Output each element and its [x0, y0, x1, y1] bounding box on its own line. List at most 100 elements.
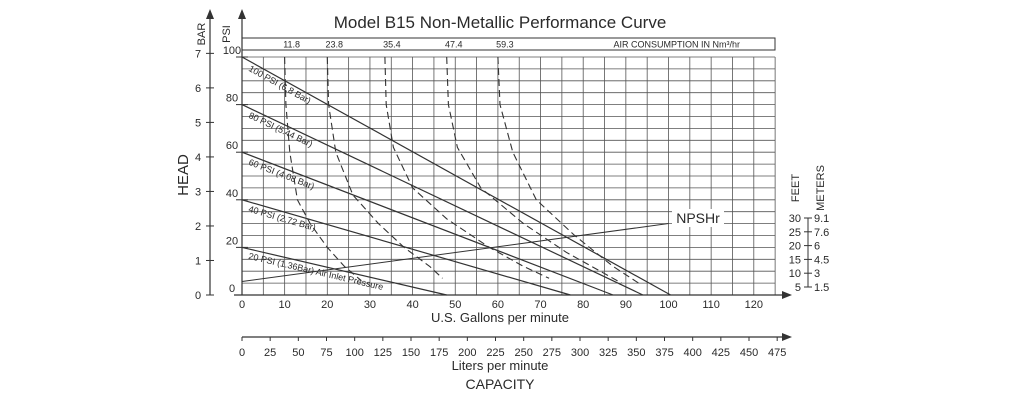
feet-tick-label: 15: [789, 254, 801, 266]
feet-axis-label: FEET: [790, 174, 802, 202]
psi-axis-arrow: [238, 9, 246, 19]
pressure-series-line: [241, 56, 671, 296]
liters-tick-label: 225: [486, 347, 504, 359]
feet-tick-label: 20: [789, 241, 801, 253]
x-axis-arrow: [782, 291, 792, 299]
bar-tick-label: 3: [195, 186, 201, 198]
x-tick-label: 50: [449, 299, 461, 311]
x-tick-label: 120: [745, 299, 763, 311]
liters-tick-label: 275: [543, 347, 561, 359]
meters-tick-label: 4.5: [814, 254, 829, 266]
liters-tick-label: 125: [374, 347, 392, 359]
pressure-series-line: [241, 199, 571, 296]
liters-tick-label: 0: [239, 347, 245, 359]
psi-tick-label: 100: [223, 45, 241, 57]
air-consumption-tick-label: 59.3: [496, 40, 514, 50]
psi-tick-label: 40: [226, 188, 238, 200]
liters-tick-label: 375: [655, 347, 673, 359]
capacity-label: CAPACITY: [466, 376, 536, 392]
meters-tick-label: 7.6: [814, 227, 829, 239]
bar-tick-label: 2: [195, 221, 201, 233]
air-consumption-label: AIR CONSUMPTION IN Nm³/hr: [613, 40, 740, 50]
liters-tick-label: 425: [712, 347, 730, 359]
psi-unit-label: PSI: [221, 25, 233, 43]
chart-grid: [242, 56, 776, 295]
liters-tick-label: 300: [571, 347, 589, 359]
bar-tick-label: 1: [195, 255, 201, 267]
x-axis-label: U.S. Gallons per minute: [431, 310, 569, 325]
x-tick-label: 40: [406, 299, 418, 311]
x-tick-label: 100: [659, 299, 677, 311]
liters-tick-label: 100: [345, 347, 363, 359]
x-tick-label: 20: [321, 299, 333, 311]
bar-tick-label: 5: [195, 117, 201, 129]
head-label: HEAD: [175, 154, 192, 196]
liters-tick-label: 175: [430, 347, 448, 359]
npshr-line: [241, 223, 669, 282]
liters-tick-label: 25: [264, 347, 276, 359]
liters-tick-label: 350: [627, 347, 645, 359]
liters-axis-arrow: [782, 333, 792, 341]
liters-axis-label: Liters per minute: [452, 358, 549, 373]
liters-tick-label: 200: [458, 347, 476, 359]
psi-tick-label: 20: [226, 235, 238, 247]
chart-title: Model B15 Non-Metallic Performance Curve: [334, 13, 667, 32]
x-tick-label: 0: [239, 299, 245, 311]
liters-tick-label: 325: [599, 347, 617, 359]
feet-tick-label: 30: [789, 213, 801, 225]
feet-tick-label: 25: [789, 227, 801, 239]
meters-tick-label: 9.1: [814, 213, 829, 225]
bar-axis-ticks: 0 1 2 3 4 5 6 7: [195, 48, 214, 302]
liters-tick-label: 450: [740, 347, 758, 359]
air-consumption-curve: [497, 56, 639, 284]
psi-axis-ticks: 0 20 40 60 80 100: [223, 45, 248, 296]
feet-tick-label: 10: [789, 268, 801, 280]
meters-tick-label: 1.5: [814, 282, 829, 294]
psi-tick-label: 80: [226, 93, 238, 105]
air-consumption-curves: [284, 56, 639, 284]
pressure-series-line: [241, 104, 644, 296]
air-consumption-tick-label: 47.4: [445, 40, 463, 50]
bar-tick-label: 4: [195, 152, 201, 164]
liters-tick-label: 475: [768, 347, 786, 359]
x-tick-label: 90: [620, 299, 632, 311]
air-consumption-curve: [446, 56, 622, 284]
psi-tick-label: 60: [226, 140, 238, 152]
meters-axis-label: METERS: [815, 165, 827, 211]
bar-tick-label: 6: [195, 83, 201, 95]
npshr-label-bg: [672, 209, 724, 227]
liters-tick-label: 150: [402, 347, 420, 359]
air-consumption-tick-label: 35.4: [383, 40, 401, 50]
bar-unit-label: BAR: [196, 23, 208, 46]
npshr-label: NPSHr: [676, 210, 720, 226]
air-consumption-curve: [284, 56, 362, 282]
liters-tick-label: 400: [683, 347, 701, 359]
x-tick-label: 10: [279, 299, 291, 311]
liters-tick-label: 250: [514, 347, 532, 359]
x-tick-label: 110: [702, 299, 720, 311]
liters-tick-label: 75: [320, 347, 332, 359]
x-axis-ticks: 0 10 20 30 40 50 60 70 80 90 100 110 120: [239, 299, 763, 311]
meters-tick-label: 6: [814, 241, 820, 253]
x-tick-label: 80: [577, 299, 589, 311]
bar-tick-label: 7: [195, 48, 201, 60]
x-tick-label: 30: [364, 299, 376, 311]
liters-axis-ticks: 0 25 50 75 100 125 150 175 200 225 250 275 300 325 350…: [239, 337, 786, 359]
x-tick-label: 60: [492, 299, 504, 311]
feet-tick-label: 5: [795, 282, 801, 294]
air-consumption-curve: [326, 56, 443, 279]
bar-axis-arrow: [206, 9, 214, 19]
pressure-series-line: [241, 151, 614, 296]
air-consumption-tick-label: 11.8: [283, 40, 300, 50]
pressure-series-line: [241, 246, 447, 296]
meters-tick-label: 3: [814, 268, 820, 280]
air-consumption-curve: [384, 56, 550, 279]
psi-tick-label: 0: [229, 283, 235, 295]
npsh-axis-ticks: 5 1.5 10 3 15 4.5 20 6 25 7.6 30 9.1: [789, 213, 830, 294]
air-consumption-ticks: 11.8 23.8 35.4 47.4 59.3: [283, 40, 513, 50]
bar-tick-label: 0: [195, 290, 201, 302]
x-tick-label: 70: [534, 299, 546, 311]
liters-tick-label: 50: [292, 347, 304, 359]
